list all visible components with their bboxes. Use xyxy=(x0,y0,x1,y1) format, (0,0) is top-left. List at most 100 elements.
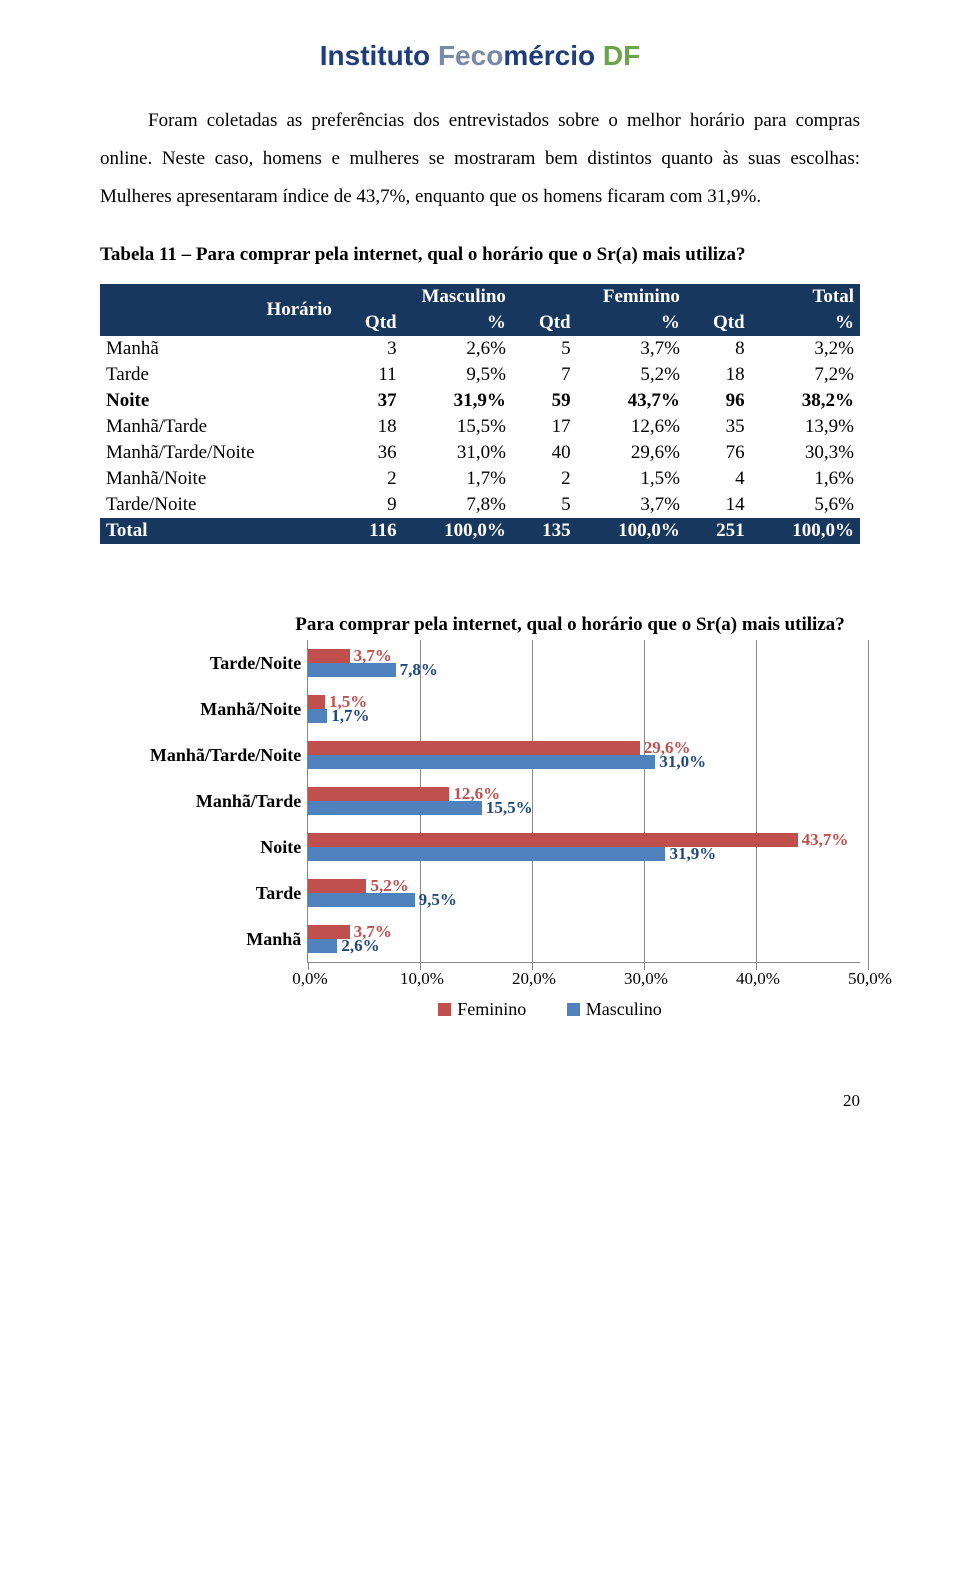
table-cell: 1,5% xyxy=(577,466,686,492)
table-row-label: Noite xyxy=(100,388,338,414)
table-cell: 7,2% xyxy=(751,362,860,388)
legend-swatch-feminino xyxy=(438,1003,451,1016)
table-row: Tarde119,5%75,2%187,2% xyxy=(100,362,860,388)
bar-masculino: 2,6% xyxy=(308,939,337,953)
table-row: Noite3731,9%5943,7%9638,2% xyxy=(100,388,860,414)
logo-seg-4: DF xyxy=(603,40,640,71)
bar-feminino: 43,7% xyxy=(308,833,797,847)
table-cell: 1,6% xyxy=(751,466,860,492)
bar-masculino: 1,7% xyxy=(308,709,327,723)
table-cell: 17 xyxy=(512,414,577,440)
bar-label: 43,7% xyxy=(798,830,849,850)
table-cell: 43,7% xyxy=(577,388,686,414)
table-cell: 11 xyxy=(338,362,403,388)
table-cell: 30,3% xyxy=(751,440,860,466)
bar-group: 43,7%31,9% xyxy=(308,824,860,870)
x-tick-label: 0,0% xyxy=(292,969,327,989)
table-cell: 3,2% xyxy=(751,336,860,362)
table-row: Tarde/Noite97,8%53,7%145,6% xyxy=(100,492,860,518)
table-row-label: Manhã xyxy=(100,336,338,362)
table-cell: 59 xyxy=(512,388,577,414)
table-cell: 5,2% xyxy=(577,362,686,388)
table-cell: 2,6% xyxy=(403,336,512,362)
bar-group: 12,6% 15,5% xyxy=(308,778,860,824)
table-cell: 18 xyxy=(338,414,403,440)
table-cell: 135 xyxy=(512,518,577,544)
table-group-feminino: Feminino xyxy=(512,284,686,310)
intro-paragraph: Foram coletadas as preferências dos entr… xyxy=(100,102,860,216)
table-total-row: Total116100,0%135100,0%251100,0% xyxy=(100,518,860,544)
table-row-label: Manhã/Tarde xyxy=(100,414,338,440)
x-tick-label: 10,0% xyxy=(400,969,444,989)
data-table: Horário Masculino Feminino Total Qtd % Q… xyxy=(100,284,860,544)
table-cell: 1,7% xyxy=(403,466,512,492)
bar-feminino: 1,5% xyxy=(308,695,325,709)
bar-label: 9,5% xyxy=(415,890,457,910)
table-row-label: Tarde xyxy=(100,362,338,388)
bar-label: 31,0% xyxy=(655,752,706,772)
table-cell: 5,6% xyxy=(751,492,860,518)
bar-group: 5,2%9,5% xyxy=(308,870,860,916)
table-cell: 29,6% xyxy=(577,440,686,466)
table-sub-pct: % xyxy=(577,310,686,336)
y-axis-label: Noite xyxy=(120,824,307,870)
table-row: Manhã/Noite21,7%21,5%41,6% xyxy=(100,466,860,492)
bar-group: 29,6% 31,0% xyxy=(308,732,860,778)
table-cell: 100,0% xyxy=(751,518,860,544)
table-cell: 12,6% xyxy=(577,414,686,440)
table-cell: 7 xyxy=(512,362,577,388)
table-row: Manhã32,6%53,7%83,2% xyxy=(100,336,860,362)
legend-feminino: Feminino xyxy=(438,999,526,1020)
bar-masculino: 9,5% xyxy=(308,893,414,907)
y-axis-label: Manhã/Tarde/Noite xyxy=(120,732,307,778)
bar-feminino: 29,6% xyxy=(308,741,640,755)
table-cell: 18 xyxy=(686,362,751,388)
table-cell: 2 xyxy=(512,466,577,492)
table-sub-qtd: Qtd xyxy=(686,310,751,336)
table-sub-pct: % xyxy=(403,310,512,336)
bar-group: 3,7%7,8% xyxy=(308,640,860,686)
bar-masculino: 7,8% xyxy=(308,663,395,677)
table-cell: 116 xyxy=(338,518,403,544)
y-axis-label: Manhã xyxy=(120,916,307,962)
table-sub-qtd: Qtd xyxy=(338,310,403,336)
table-cell: 40 xyxy=(512,440,577,466)
table-cell: 31,0% xyxy=(403,440,512,466)
bar-label: 7,8% xyxy=(396,660,438,680)
table-cell: 36 xyxy=(338,440,403,466)
table-corner: Horário xyxy=(100,284,338,336)
bar-label: 15,5% xyxy=(482,798,533,818)
x-tick-label: 50,0% xyxy=(848,969,892,989)
legend-masculino: Masculino xyxy=(567,999,662,1020)
y-axis-label: Tarde xyxy=(120,870,307,916)
table-row-label: Manhã/Tarde/Noite xyxy=(100,440,338,466)
table-sub-qtd: Qtd xyxy=(512,310,577,336)
table-cell: 100,0% xyxy=(577,518,686,544)
logo-seg-2: Feco xyxy=(438,40,503,71)
table-cell: 76 xyxy=(686,440,751,466)
table-cell: 13,9% xyxy=(751,414,860,440)
bar-masculino: 31,9% xyxy=(308,847,665,861)
table-cell: 2 xyxy=(338,466,403,492)
table-cell: 3 xyxy=(338,336,403,362)
table-cell: 5 xyxy=(512,336,577,362)
table-group-total: Total xyxy=(686,284,860,310)
chart-legend: Feminino Masculino xyxy=(240,999,860,1021)
y-axis-label: Manhã/Tarde xyxy=(120,778,307,824)
bar-chart: Para comprar pela internet, qual o horár… xyxy=(120,614,860,1021)
table-cell: 251 xyxy=(686,518,751,544)
legend-label-masculino: Masculino xyxy=(586,999,662,1020)
page-number: 20 xyxy=(100,1091,860,1111)
bar-label: 31,9% xyxy=(665,844,716,864)
table-cell: 38,2% xyxy=(751,388,860,414)
x-tick-label: 30,0% xyxy=(624,969,668,989)
bar-feminino: 12,6% xyxy=(308,787,449,801)
table-cell: 8 xyxy=(686,336,751,362)
table-cell: 15,5% xyxy=(403,414,512,440)
chart-title: Para comprar pela internet, qual o horár… xyxy=(120,614,860,636)
x-tick-label: 20,0% xyxy=(512,969,556,989)
table-row: Manhã/Tarde1815,5%1712,6%3513,9% xyxy=(100,414,860,440)
table-cell: 4 xyxy=(686,466,751,492)
bar-group: 3,7%2,6% xyxy=(308,916,860,962)
table-total-label: Total xyxy=(100,518,338,544)
